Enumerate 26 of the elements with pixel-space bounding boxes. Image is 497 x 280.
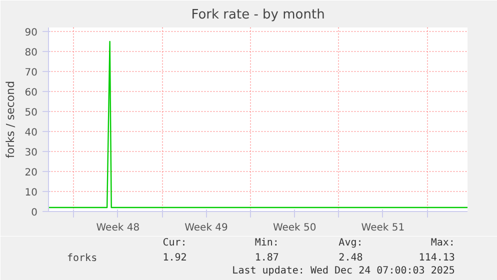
y-tick-label: 10 [24,188,38,198]
text: Avg: [338,238,363,249]
text: Max: [430,238,455,249]
chart-title: Fork rate - by month [191,8,325,22]
y-tick-label: 60 [24,88,38,98]
text: Min: [254,238,279,249]
y-tick-label: 0 [31,208,38,218]
text: Last update: Wed Dec 24 07:00:03 2025 [232,265,455,276]
y-tick-label: 50 [24,108,38,118]
x-tick-label: Week 48 [96,222,140,234]
y-tick-label: 30 [24,148,38,158]
y-tick-label: 20 [24,168,38,178]
y-tick-label: 90 [24,28,38,38]
text: 1.87 [254,252,279,264]
text: forks [67,253,98,264]
text: 1.92 [162,252,187,264]
y-axis-title: forks / second [4,80,17,158]
y-tick-label: 70 [24,68,38,78]
x-tick-label: Week 49 [184,222,228,234]
y-tick-label: 80 [24,48,38,58]
text: 2.48 [338,252,363,264]
x-tick-label: Week 51 [361,222,405,234]
x-tick-label: Week 50 [272,222,316,234]
y-tick-label: 40 [24,128,38,138]
text: Cur: [162,238,187,249]
text: 114.13 [418,252,455,264]
